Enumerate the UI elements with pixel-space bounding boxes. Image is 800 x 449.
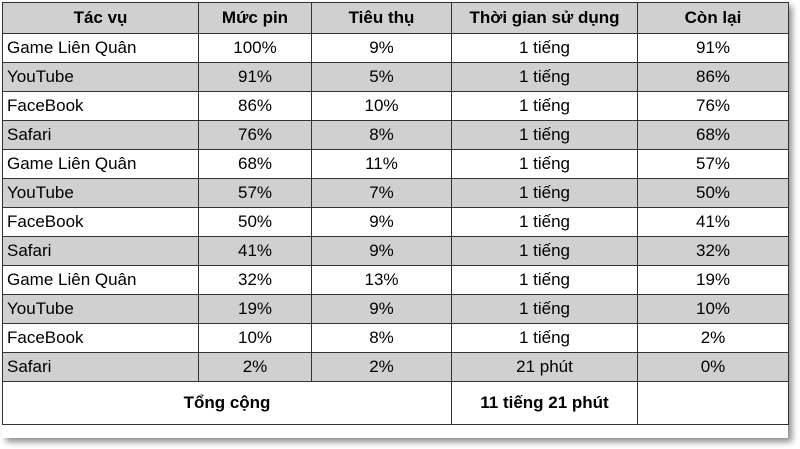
battery-usage-table: Tác vụ Mức pin Tiêu thụ Thời gian sử dụn… bbox=[2, 2, 789, 425]
cell-consumed: 8% bbox=[311, 120, 452, 150]
total-label: Tổng cộng bbox=[2, 381, 452, 425]
cell-task: YouTube bbox=[2, 294, 199, 324]
cell-task: Game Liên Quân bbox=[2, 265, 199, 295]
cell-remaining: 0% bbox=[637, 352, 789, 382]
total-remaining bbox=[637, 381, 789, 425]
cell-duration: 1 tiếng bbox=[451, 265, 638, 295]
cell-remaining: 91% bbox=[637, 33, 789, 63]
cell-remaining: 2% bbox=[637, 323, 789, 353]
cell-battery: 86% bbox=[198, 91, 312, 121]
cell-task: Game Liên Quân bbox=[2, 149, 199, 179]
cell-task: Safari bbox=[2, 120, 199, 150]
cell-remaining: 68% bbox=[637, 120, 789, 150]
cell-duration: 1 tiếng bbox=[451, 207, 638, 237]
header-battery-level: Mức pin bbox=[198, 2, 312, 34]
cell-consumed: 10% bbox=[311, 91, 452, 121]
cell-remaining: 32% bbox=[637, 236, 789, 266]
cell-duration: 1 tiếng bbox=[451, 91, 638, 121]
cell-remaining: 57% bbox=[637, 149, 789, 179]
cell-battery: 68% bbox=[198, 149, 312, 179]
cell-battery: 50% bbox=[198, 207, 312, 237]
table-row: YouTube 19% 9% 1 tiếng 10% bbox=[2, 294, 789, 324]
cell-remaining: 50% bbox=[637, 178, 789, 208]
cell-battery: 2% bbox=[198, 352, 312, 382]
cell-remaining: 86% bbox=[637, 62, 789, 92]
table-row: Safari 76% 8% 1 tiếng 68% bbox=[2, 120, 789, 150]
table-row: YouTube 57% 7% 1 tiếng 50% bbox=[2, 178, 789, 208]
table-row: FaceBook 86% 10% 1 tiếng 76% bbox=[2, 91, 789, 121]
header-usage-time: Thời gian sử dụng bbox=[451, 2, 638, 34]
cell-task: YouTube bbox=[2, 178, 199, 208]
cell-consumed: 9% bbox=[311, 33, 452, 63]
cell-remaining: 19% bbox=[637, 265, 789, 295]
table-row: Game Liên Quân 100% 9% 1 tiếng 91% bbox=[2, 33, 789, 63]
cell-consumed: 5% bbox=[311, 62, 452, 92]
battery-table-frame: Tác vụ Mức pin Tiêu thụ Thời gian sử dụn… bbox=[2, 2, 789, 438]
table-row: FaceBook 10% 8% 1 tiếng 2% bbox=[2, 323, 789, 353]
cell-battery: 41% bbox=[198, 236, 312, 266]
cell-task: Safari bbox=[2, 236, 199, 266]
cell-task: FaceBook bbox=[2, 91, 199, 121]
cell-battery: 57% bbox=[198, 178, 312, 208]
cell-consumed: 8% bbox=[311, 323, 452, 353]
cell-task: YouTube bbox=[2, 62, 199, 92]
table-row: Safari 41% 9% 1 tiếng 32% bbox=[2, 236, 789, 266]
cell-task: FaceBook bbox=[2, 323, 199, 353]
header-consumption: Tiêu thụ bbox=[311, 2, 452, 34]
total-duration: 11 tiếng 21 phút bbox=[451, 381, 638, 425]
header-task: Tác vụ bbox=[2, 2, 199, 34]
cell-consumed: 9% bbox=[311, 236, 452, 266]
cell-battery: 91% bbox=[198, 62, 312, 92]
cell-consumed: 13% bbox=[311, 265, 452, 295]
header-remaining: Còn lại bbox=[637, 2, 789, 34]
cell-battery: 10% bbox=[198, 323, 312, 353]
cell-consumed: 2% bbox=[311, 352, 452, 382]
cell-consumed: 11% bbox=[311, 149, 452, 179]
cell-battery: 76% bbox=[198, 120, 312, 150]
table-row: Game Liên Quân 68% 11% 1 tiếng 57% bbox=[2, 149, 789, 179]
cell-task: Game Liên Quân bbox=[2, 33, 199, 63]
table-row: Game Liên Quân 32% 13% 1 tiếng 19% bbox=[2, 265, 789, 295]
cell-remaining: 10% bbox=[637, 294, 789, 324]
cell-duration: 1 tiếng bbox=[451, 178, 638, 208]
cell-duration: 1 tiếng bbox=[451, 62, 638, 92]
cell-duration: 1 tiếng bbox=[451, 33, 638, 63]
cell-consumed: 9% bbox=[311, 207, 452, 237]
table-header-row: Tác vụ Mức pin Tiêu thụ Thời gian sử dụn… bbox=[2, 2, 789, 34]
cell-remaining: 41% bbox=[637, 207, 789, 237]
cell-task: FaceBook bbox=[2, 207, 199, 237]
cell-battery: 100% bbox=[198, 33, 312, 63]
cell-duration: 21 phút bbox=[451, 352, 638, 382]
cell-battery: 19% bbox=[198, 294, 312, 324]
cell-duration: 1 tiếng bbox=[451, 323, 638, 353]
table-row: FaceBook 50% 9% 1 tiếng 41% bbox=[2, 207, 789, 237]
cell-duration: 1 tiếng bbox=[451, 236, 638, 266]
cell-task: Safari bbox=[2, 352, 199, 382]
cell-duration: 1 tiếng bbox=[451, 120, 638, 150]
cell-consumed: 7% bbox=[311, 178, 452, 208]
cell-consumed: 9% bbox=[311, 294, 452, 324]
cell-remaining: 76% bbox=[637, 91, 789, 121]
cell-duration: 1 tiếng bbox=[451, 149, 638, 179]
table-row: Safari 2% 2% 21 phút 0% bbox=[2, 352, 789, 382]
cell-battery: 32% bbox=[198, 265, 312, 295]
table-row: YouTube 91% 5% 1 tiếng 86% bbox=[2, 62, 789, 92]
cell-duration: 1 tiếng bbox=[451, 294, 638, 324]
total-row: Tổng cộng 11 tiếng 21 phút bbox=[2, 381, 789, 425]
